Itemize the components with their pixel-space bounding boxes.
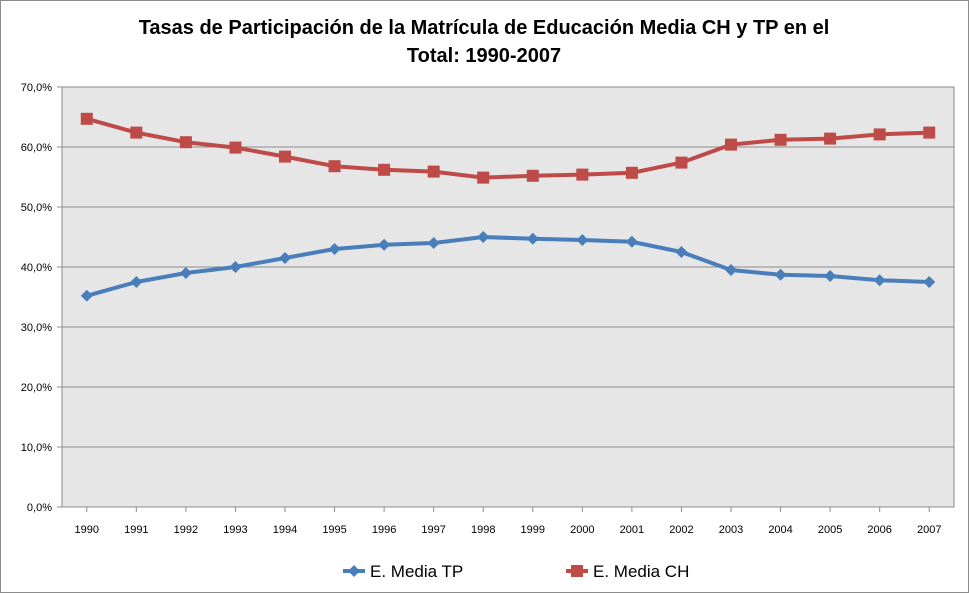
x-tick-label: 2000 xyxy=(570,524,594,536)
series-e-media-tp xyxy=(80,231,936,302)
legend-item-e-media-ch: E. Media CH xyxy=(566,562,689,581)
data-point xyxy=(725,264,737,276)
x-tick-label: 1997 xyxy=(421,524,445,536)
y-tick-label: 20,0% xyxy=(21,382,52,394)
x-tick-label: 1993 xyxy=(223,524,247,536)
data-point xyxy=(427,237,440,249)
data-point xyxy=(179,136,192,149)
x-tick-label: 1995 xyxy=(322,524,346,536)
data-point xyxy=(625,166,638,179)
y-tick-label: 50,0% xyxy=(21,202,52,214)
legend-swatch-marker xyxy=(348,565,360,577)
legend-label: E. Media TP xyxy=(370,562,463,581)
x-axis: 1990 1991 1992 1993 1994 1995 1996 1997 1998 1999… xyxy=(75,507,941,536)
data-point xyxy=(824,270,837,282)
data-point xyxy=(229,261,242,273)
legend-label: E. Media CH xyxy=(593,562,689,581)
x-tick-label: 2004 xyxy=(768,524,792,536)
chart-title-line-1: Tasas de Participación de la Matrícula d… xyxy=(139,17,830,39)
data-point xyxy=(130,126,143,139)
series-e-media-ch xyxy=(80,112,936,184)
legend-item-e-media-tp: E. Media TP xyxy=(343,562,463,581)
x-tick-label: 1990 xyxy=(75,524,99,536)
data-point xyxy=(328,243,341,255)
data-point xyxy=(80,289,93,302)
data-point xyxy=(576,168,589,181)
data-point xyxy=(774,268,787,281)
x-tick-label: 2005 xyxy=(818,524,842,536)
data-point xyxy=(427,165,440,178)
data-point xyxy=(824,132,837,145)
data-point xyxy=(378,238,391,251)
y-tick-label: 60,0% xyxy=(21,142,52,154)
data-point xyxy=(279,150,291,163)
y-tick-label: 70,0% xyxy=(21,82,52,94)
x-tick-label: 2007 xyxy=(917,524,941,536)
data-point xyxy=(179,267,192,279)
data-point xyxy=(675,246,688,258)
x-tick-label: 1992 xyxy=(174,524,198,536)
x-tick-label: 2006 xyxy=(867,524,891,536)
series-line xyxy=(86,235,930,298)
x-tick-label: 2003 xyxy=(719,524,743,536)
y-tick-label: 40,0% xyxy=(21,262,52,274)
legend: E. Media TP E. Media CH xyxy=(343,562,689,581)
legend-swatch-marker xyxy=(571,565,583,577)
data-point xyxy=(378,163,391,176)
data-point xyxy=(873,274,886,287)
data-point xyxy=(229,141,242,154)
x-tick-label: 1991 xyxy=(124,524,148,536)
data-point xyxy=(774,133,787,146)
data-point xyxy=(873,128,886,141)
x-tick-label: 1999 xyxy=(521,524,545,536)
data-point xyxy=(923,126,936,139)
data-point xyxy=(625,235,638,248)
data-point xyxy=(526,169,539,182)
plot-area xyxy=(61,86,955,508)
data-point xyxy=(279,252,291,264)
y-axis: 0,0% 10,0% 20,0% 30,0% 40,0% 50,0% 60,0% 70,0% xyxy=(21,82,62,514)
x-tick-label: 1998 xyxy=(471,524,495,536)
data-point xyxy=(675,156,688,169)
y-tick-label: 0,0% xyxy=(27,502,52,514)
data-point xyxy=(80,112,93,125)
y-tick-label: 10,0% xyxy=(21,442,52,454)
data-point xyxy=(576,234,589,246)
y-tick-label: 30,0% xyxy=(21,322,52,334)
data-point xyxy=(923,276,936,288)
data-point xyxy=(328,160,341,173)
grid-lines xyxy=(62,146,954,448)
data-point xyxy=(477,231,490,243)
data-point xyxy=(477,171,490,184)
x-tick-label: 1996 xyxy=(372,524,396,536)
data-point xyxy=(725,138,737,151)
data-point xyxy=(526,232,539,245)
x-tick-label: 2001 xyxy=(620,524,644,536)
series-layer xyxy=(80,112,936,302)
x-tick-label: 1994 xyxy=(273,524,297,536)
x-tick-label: 2002 xyxy=(669,524,693,536)
chart-title-line-2: Total: 1990-2007 xyxy=(407,45,561,67)
series-line xyxy=(86,116,930,180)
data-point xyxy=(130,276,143,288)
